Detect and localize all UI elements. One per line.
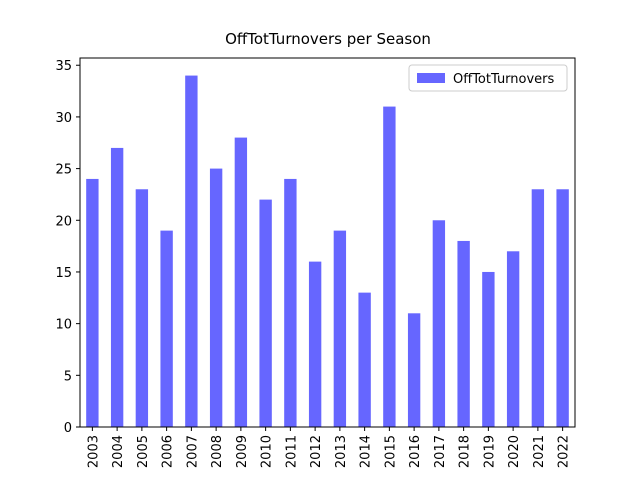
bar [482, 271, 495, 427]
bar [383, 106, 396, 427]
bar [185, 75, 198, 428]
x-tick-label: 2003 [86, 435, 101, 468]
bar [531, 189, 545, 427]
legend-label: OffTotTurnovers [453, 72, 555, 87]
x-tick-label: 2004 [111, 435, 126, 468]
bar [556, 189, 569, 427]
x-tick-label: 2016 [408, 435, 423, 468]
bar [110, 147, 124, 427]
x-tick-label: 2019 [482, 435, 497, 468]
x-tick-label: 2020 [507, 435, 522, 468]
x-tick-label: 2010 [260, 435, 275, 468]
bar [160, 230, 173, 427]
bar [308, 261, 322, 427]
x-tick-label: 2017 [433, 435, 448, 468]
x-tick-label: 2011 [284, 435, 299, 468]
y-tick-label: 10 [55, 318, 72, 333]
bar [259, 199, 272, 427]
y-tick-label: 25 [55, 163, 72, 178]
y-tick-label: 20 [55, 214, 72, 229]
legend-swatch [417, 73, 445, 83]
x-tick-label: 2012 [309, 435, 324, 468]
bar [506, 251, 520, 427]
x-tick-label: 2005 [136, 435, 151, 468]
x-tick-label: 2006 [161, 435, 176, 468]
y-tick-label: 5 [64, 369, 72, 384]
bar [407, 313, 421, 427]
y-tick-label: 15 [55, 266, 72, 281]
x-tick-label: 2014 [359, 435, 374, 468]
bar [86, 178, 99, 427]
x-tick-label: 2008 [210, 435, 225, 468]
x-tick-label: 2013 [334, 435, 349, 468]
bar [358, 292, 371, 427]
x-tick-label: 2018 [458, 435, 473, 468]
x-tick-label: 2007 [185, 435, 200, 468]
bar [284, 178, 297, 427]
x-tick-label: 2022 [557, 435, 572, 468]
bar [457, 240, 470, 427]
bar [333, 230, 347, 427]
plot-frame [79, 57, 576, 428]
y-tick-label: 0 [64, 421, 72, 436]
x-tick-label: 2015 [383, 435, 398, 468]
legend-box [408, 64, 568, 92]
x-tick-label: 2021 [532, 435, 547, 468]
bar [135, 189, 149, 427]
chart-title: OffTotTurnovers per Season [225, 30, 431, 48]
y-tick-label: 30 [55, 111, 72, 126]
bar [234, 137, 248, 427]
bar [209, 168, 223, 428]
y-tick-label: 35 [55, 59, 72, 74]
x-tick-label: 2009 [235, 435, 250, 468]
bar [432, 220, 446, 427]
